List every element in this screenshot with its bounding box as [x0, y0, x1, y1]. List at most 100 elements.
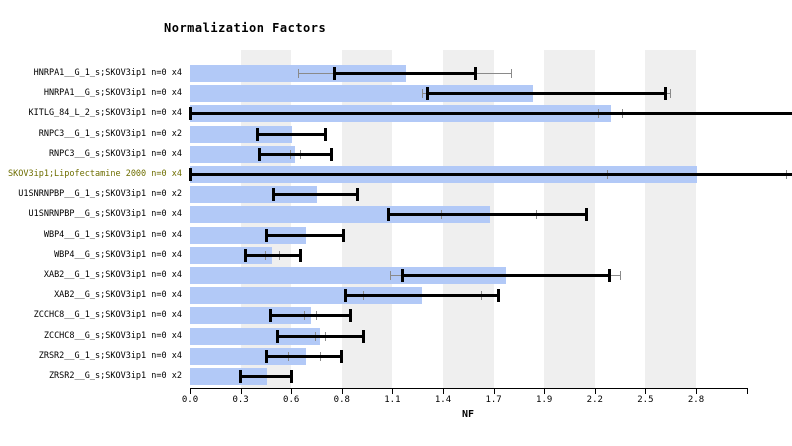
- row-label: ZCCHC8__G_1_s;SKOV3ip1 n=0 x4: [33, 310, 182, 321]
- row-label: XAB2__G_1_s;SKOV3ip1 n=0 x4: [43, 270, 182, 280]
- x-tick-label: 1.4: [434, 395, 452, 405]
- error-bar-black: [345, 294, 499, 298]
- x-tick-label: 2.5: [637, 395, 654, 405]
- nf-bar: [190, 307, 312, 325]
- x-axis-tick: [746, 389, 748, 394]
- error-cap-black: [474, 67, 478, 80]
- x-axis-tick: [392, 389, 394, 394]
- row-label: ZCCHC8__G_s;SKOV3ip1 n=0 x4: [43, 330, 182, 341]
- x-tick-label: 1.9: [536, 395, 553, 405]
- x-axis-tick: [190, 389, 191, 394]
- error-cap-black: [584, 208, 588, 222]
- error-bar-black: [240, 375, 292, 378]
- error-bar-black: [334, 72, 476, 75]
- x-axis-tick: [291, 389, 293, 394]
- error-bar-black: [245, 253, 301, 257]
- error-cap-black: [342, 228, 346, 242]
- row-label: ZRSR2__G_s;SKOV3ip1 n=0 x2: [48, 371, 182, 381]
- error-cap-gray: [669, 89, 671, 99]
- row-label: U1SNRNPBP__G_1_s;SKOV3ip1 n=0 x2: [18, 189, 182, 200]
- x-tick-label: 0.6: [283, 395, 300, 405]
- x-axis-tick: [645, 389, 647, 394]
- x-tick-label: 0.0: [181, 395, 199, 405]
- nf-bar: [190, 85, 533, 103]
- error-cap-black: [243, 248, 247, 262]
- error-bar-black: [273, 193, 358, 197]
- nf-bar: [190, 226, 307, 244]
- nf-bar: [190, 186, 317, 204]
- error-cap-gray: [389, 271, 391, 280]
- x-axis-title: NF: [461, 409, 475, 420]
- x-tick-label: 1.7: [485, 395, 502, 405]
- error-bar-black: [402, 274, 610, 277]
- x-tick-label: 2.8: [687, 395, 705, 405]
- error-cap-black: [290, 370, 294, 383]
- nf-bar: [190, 145, 296, 163]
- grid-stripe: [645, 50, 696, 388]
- error-bar-black: [259, 152, 332, 156]
- row-label: SKOV3ip1;Lipofectamine 2000 n=0 x4: [8, 169, 182, 179]
- x-axis-tick: [341, 389, 343, 394]
- error-cap-black: [268, 309, 272, 323]
- nf-bar: [190, 287, 423, 305]
- error-cap-gray: [510, 69, 512, 78]
- error-cap-black: [497, 289, 501, 303]
- error-cap-black: [238, 370, 242, 383]
- row-label: HNRPA1__G_1_s;SKOV3ip1 n=0 x4: [33, 68, 182, 78]
- error-cap-black: [272, 188, 276, 202]
- error-bar-black: [266, 233, 344, 237]
- error-cap-black: [188, 107, 192, 121]
- error-cap-black: [340, 349, 344, 363]
- row-label: WBP4__G_s;SKOV3ip1 n=0 x4: [54, 249, 182, 260]
- error-bar-black: [388, 213, 587, 217]
- chart-title: Normalization Factors: [164, 21, 327, 35]
- error-bar-black: [266, 354, 342, 358]
- error-cap-black: [356, 188, 360, 202]
- row-label: XAB2__G_s;SKOV3ip1 n=0 x4: [54, 290, 182, 301]
- error-cap-black: [361, 329, 365, 343]
- error-cap-black: [333, 67, 337, 80]
- error-cap-black: [329, 147, 333, 161]
- error-cap-black: [258, 147, 262, 161]
- row-label: RNPC3__G_s;SKOV3ip1 n=0 x4: [48, 148, 182, 159]
- error-bar-black: [190, 112, 792, 116]
- error-bar-black: [427, 92, 666, 96]
- nf-bar: [190, 65, 407, 82]
- x-tick-label: 0.8: [333, 395, 350, 405]
- x-axis-tick: [696, 389, 697, 394]
- error-bar-black: [270, 314, 351, 318]
- x-axis-tick: [594, 389, 596, 394]
- x-tick-label: 0.3: [232, 395, 249, 405]
- error-bar-black: [277, 334, 364, 338]
- error-cap-black: [188, 168, 192, 181]
- nf-bar: [190, 267, 507, 284]
- error-cap-gray: [421, 89, 423, 99]
- row-label: WBP4__G_1_s;SKOV3ip1 n=0 x4: [43, 229, 182, 240]
- nf-bar: [190, 327, 321, 345]
- nf-bar: [190, 125, 292, 143]
- nf-bar: [190, 347, 307, 365]
- error-cap-gray: [298, 69, 300, 78]
- error-cap-black: [608, 269, 612, 282]
- row-label: U1SNRNPBP__G_s;SKOV3ip1 n=0 x4: [28, 209, 182, 220]
- row-label: ZRSR2__G_1_s;SKOV3ip1 n=0 x4: [38, 350, 182, 361]
- nf-bar: [190, 368, 267, 385]
- error-cap-black: [426, 87, 430, 101]
- error-cap-black: [343, 289, 347, 303]
- error-cap-black: [663, 87, 667, 101]
- x-tick-label: 1.1: [384, 395, 401, 405]
- row-label: HNRPA1__G_s;SKOV3ip1 n=0 x4: [43, 88, 182, 99]
- row-label: RNPC3__G_1_s;SKOV3ip1 n=0 x2: [38, 128, 182, 139]
- error-cap-black: [256, 127, 260, 141]
- x-axis-tick: [544, 389, 546, 394]
- nf-bar: [190, 246, 273, 264]
- error-cap-black: [276, 329, 279, 343]
- x-axis-tick: [240, 389, 242, 394]
- error-cap-black: [324, 127, 328, 141]
- x-tick-label: 2.2: [586, 395, 603, 405]
- x-axis-tick: [493, 389, 495, 394]
- nf-bar: [190, 206, 491, 224]
- x-axis-tick: [443, 389, 444, 394]
- x-axis-line: [190, 388, 748, 389]
